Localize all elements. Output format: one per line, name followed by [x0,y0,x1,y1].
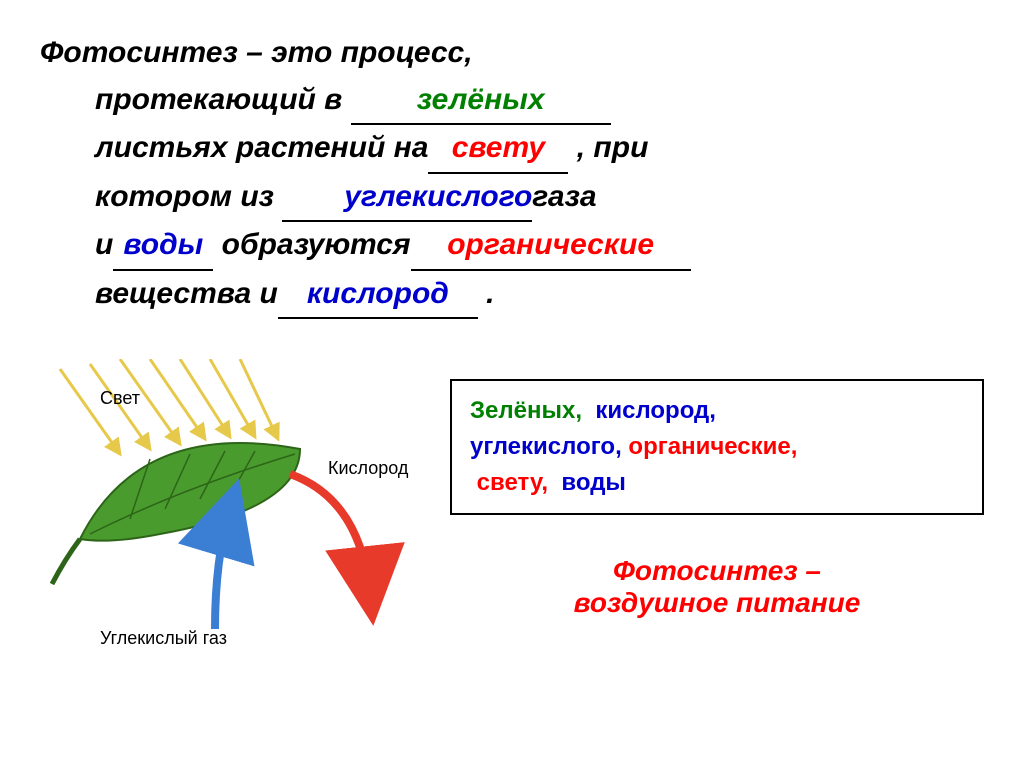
label-light: Свет [100,388,140,408]
t10: . [478,277,495,310]
title-word: Фотосинтез [40,36,238,69]
wb-water: воды [561,469,626,496]
definition-text: Фотосинтез – это процесс, протекающий в … [40,30,984,319]
wb-light: свету, [477,469,548,496]
label-oxygen: Кислород [328,458,409,478]
wb-organic: органические, [628,433,797,460]
t9: вещества и [95,277,278,310]
t8: образуются [213,228,410,261]
t2: протекающий в [95,83,351,116]
label-co2: Углекислый газ [100,628,227,648]
diagram-svg: Свет Кислород Углекислый газ [40,359,420,659]
blank-co2: углекислого [282,174,532,223]
footer-caption: Фотосинтез – воздушное питание [450,555,984,619]
footer-line1: Фотосинтез – [613,555,821,586]
wb-green: Зелёных, [470,397,582,424]
t6: газа [532,180,596,213]
word-bank: Зелёных, кислород, углекислого, органиче… [450,379,984,515]
photosynthesis-diagram: Свет Кислород Углекислый газ [40,359,420,664]
t7: и [95,228,113,261]
wb-co2: углекислого, [470,433,622,460]
t3: листьях растений на [95,131,428,164]
footer-line2: воздушное питание [574,587,861,618]
blank-water: воды [113,222,213,271]
blank-organic: органические [411,222,691,271]
t4: , при [568,131,648,164]
blank-light: свету [428,125,568,174]
blank-oxygen: кислород [278,271,478,320]
t5: котором из [95,180,282,213]
blank-green: зелёных [351,77,611,126]
t1: – это процесс, [238,36,473,69]
wb-oxygen: кислород, [595,397,716,424]
